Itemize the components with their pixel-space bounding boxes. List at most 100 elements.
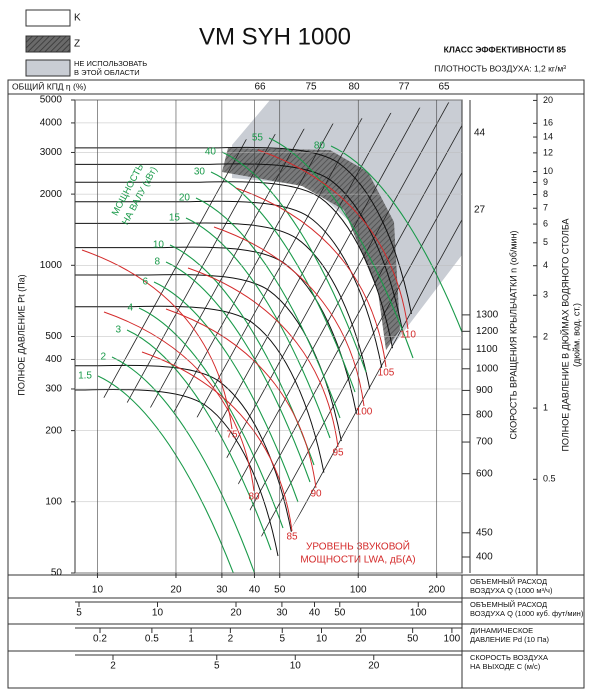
fan-curve <box>75 246 357 414</box>
x-tick-label: 0.2 <box>93 634 107 645</box>
sound-curve <box>141 351 293 532</box>
x-tick-label: 20 <box>368 661 380 672</box>
y-tick-label: 4000 <box>40 118 63 129</box>
power-value: 4 <box>127 303 133 314</box>
sound-value: 110 <box>400 330 416 341</box>
x-tick-label: 200 <box>428 585 445 596</box>
x-tick-label: 2 <box>110 661 116 672</box>
curves <box>75 137 462 573</box>
power-curve <box>330 145 462 334</box>
system-line <box>86 100 243 560</box>
power-value: 20 <box>179 193 191 204</box>
legend-swatch <box>25 35 71 53</box>
fan-curve <box>75 181 394 349</box>
sound-curve <box>103 311 255 492</box>
x-axis-label: ВОЗДУХА Q (1000 м³/ч) <box>470 586 553 595</box>
fan-curve <box>75 146 412 314</box>
inch-tick-label: 0.5 <box>543 474 556 484</box>
inch-tick-label: 6 <box>543 218 548 228</box>
legend-label: НЕ ИСПОЛЬЗОВАТЬ <box>74 59 147 68</box>
x-tick-label: 50 <box>334 608 346 619</box>
inch-tick-label: 20 <box>543 95 553 105</box>
y-tick-label: 50 <box>51 568 63 579</box>
air-density: ПЛОТНОСТЬ ВОЗДУХА: 1,2 кг/м³ <box>434 63 566 73</box>
power-value: 80 <box>314 141 326 152</box>
x-axis-label: НА ВЫХОДЕ C (м/с) <box>470 662 541 671</box>
y-tick-label: 5000 <box>40 95 63 106</box>
speed-tick-label: 400 <box>476 552 493 563</box>
x-tick-label: 20 <box>355 634 367 645</box>
x-tick-label: 0.5 <box>145 634 159 645</box>
speed-tick-label: 1300 <box>476 310 499 321</box>
x-tick-label: 40 <box>309 608 321 619</box>
efficiency-value: 77 <box>398 82 410 93</box>
inch-tick-label: 7 <box>543 203 548 213</box>
x-tick-label: 10 <box>290 661 302 672</box>
system-line <box>86 100 217 560</box>
y-tick-label: 500 <box>45 331 62 342</box>
sound-curve <box>235 187 387 368</box>
fan-curve <box>75 222 371 390</box>
x-axis-label: ОБЪЕМНЫЙ РАСХОД <box>470 577 547 586</box>
power-value: 2 <box>100 352 106 363</box>
power-curve <box>97 375 234 573</box>
inch-tick-label: 12 <box>543 147 553 157</box>
system-line <box>214 100 462 560</box>
fan-curve <box>75 274 342 442</box>
y-tick-label: 2000 <box>40 189 63 200</box>
efficiency-value: 44 <box>474 128 486 139</box>
y-tick-label: 400 <box>45 354 62 365</box>
speed-tick-label: 700 <box>476 437 493 448</box>
speed-tick-label: 600 <box>476 468 493 479</box>
efficiency-value: 80 <box>348 82 360 93</box>
system-line <box>86 100 87 560</box>
system-line <box>86 100 269 560</box>
power-value: 10 <box>153 240 165 251</box>
legend-label: В ЭТОЙ ОБЛАСТИ <box>74 68 140 77</box>
inch-tick-label: 2 <box>543 331 548 341</box>
y-tick-label: 200 <box>45 425 62 436</box>
power-curve <box>111 356 256 573</box>
speed-tick-label: 800 <box>476 409 493 420</box>
power-curve <box>126 329 272 551</box>
power-value: 15 <box>169 213 181 224</box>
inch-tick-label: 4 <box>543 260 548 270</box>
efficiency-value: 75 <box>305 82 317 93</box>
inch-tick-label: 8 <box>543 189 548 199</box>
sound-value: 90 <box>310 489 322 500</box>
efficiency-value: 66 <box>254 82 266 93</box>
x-tick-label: 30 <box>216 585 228 596</box>
x-tick-label: 20 <box>170 585 182 596</box>
inch-tick-label: 16 <box>543 118 553 128</box>
x-tick-label: 1 <box>188 634 194 645</box>
inch-tick-label: 1 <box>543 402 548 412</box>
inch-tick-label: 3 <box>543 290 548 300</box>
x-tick-label: 5 <box>214 661 220 672</box>
fan-curve <box>75 305 325 473</box>
inch-tick-label: 5 <box>543 237 548 247</box>
speed-tick-label: 1000 <box>476 363 499 374</box>
inch-axis-label: ПОЛНОЕ ДАВЛЕНИЕ В ДЮЙМАХ ВОДЯНОГО СТОЛБА <box>559 218 570 451</box>
x-tick-label: 10 <box>316 634 328 645</box>
legend-swatch <box>25 59 71 77</box>
power-curve <box>221 151 367 373</box>
power-curve <box>210 171 356 393</box>
x-axis-label: ВОЗДУХА Q (1000 куб. фут/мин) <box>470 609 584 618</box>
frame <box>7 79 585 689</box>
y-tick-label: 3000 <box>40 147 63 158</box>
sound-value: 100 <box>356 407 373 418</box>
power-value: 55 <box>252 133 264 144</box>
sound-value: 80 <box>248 492 260 503</box>
system-line <box>86 100 295 560</box>
inch-axis-label: (дюйм. вод. ст.) <box>571 303 581 367</box>
power-value: 8 <box>154 257 160 268</box>
speed-tick-label: 450 <box>476 527 493 538</box>
fan-curve <box>75 163 403 331</box>
speed-tick-label: 900 <box>476 385 493 396</box>
fan-curve <box>75 364 292 532</box>
power-value: 3 <box>115 325 121 336</box>
x-tick-label: 2 <box>228 634 234 645</box>
efficiency-value: 27 <box>474 205 486 216</box>
x-tick-label: 5 <box>76 608 82 619</box>
